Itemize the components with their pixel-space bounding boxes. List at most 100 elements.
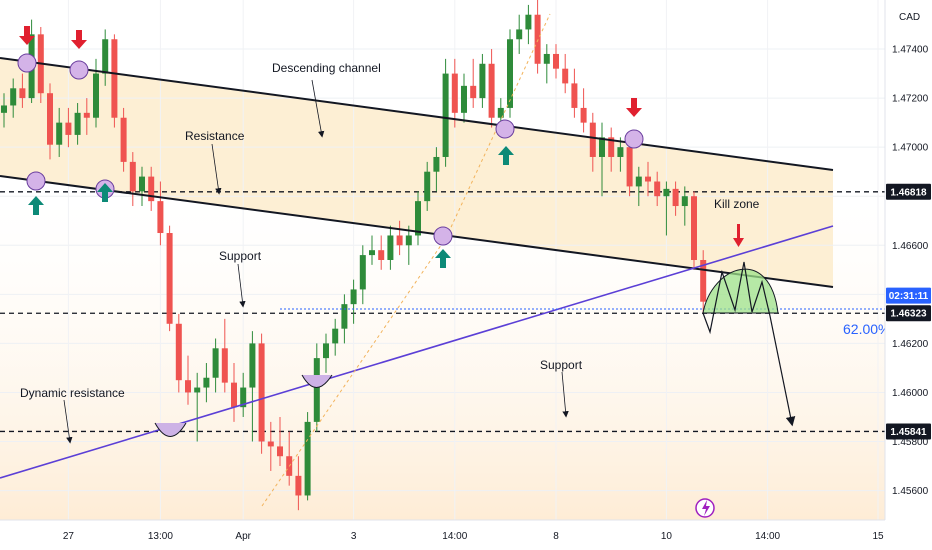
price-label-0: 1.46818 (886, 183, 931, 200)
candle-body-23 (212, 348, 219, 378)
candle-body-1 (10, 88, 17, 106)
candle-6 (56, 107, 63, 157)
candle-body-64 (589, 122, 596, 157)
callout-support-lower (561, 371, 569, 418)
candle-body-28 (258, 343, 265, 442)
candle-4 (37, 26, 44, 104)
price-tick-9: 1.45600 (892, 486, 929, 497)
arrow-up-teal-1 (28, 196, 44, 215)
time-tick-6: 10 (661, 531, 673, 542)
cup-marker-1 (154, 422, 187, 437)
candle-body-39 (359, 255, 366, 290)
lightning-badge[interactable] (695, 498, 715, 518)
candle-20 (185, 355, 191, 405)
candle-30 (277, 416, 283, 467)
time-tick-7: 14:00 (755, 531, 780, 542)
candle-body-72 (663, 188, 670, 197)
candle-body-29 (267, 441, 274, 447)
candle-body-32 (295, 475, 302, 496)
candle-24 (221, 318, 228, 393)
callout-descending-channel (311, 79, 325, 138)
candle-61 (562, 53, 569, 94)
candle-body-40 (369, 250, 375, 256)
candle-23 (212, 338, 219, 393)
candle-14 (129, 152, 136, 207)
candle-13 (120, 107, 127, 172)
candle-body-62 (571, 83, 578, 108)
candle-body-38 (350, 289, 357, 305)
candle-52 (479, 53, 486, 108)
candle-28 (258, 333, 265, 454)
candle-body-11 (102, 39, 109, 74)
candle-body-61 (562, 68, 569, 84)
candle-56 (516, 14, 523, 54)
candle-7 (65, 107, 72, 148)
candle-body-57 (525, 14, 532, 30)
candle-36 (332, 318, 339, 356)
candle-body-70 (645, 176, 651, 182)
candle-45 (415, 191, 421, 246)
candle-body-42 (387, 235, 394, 260)
arrow-up-teal-2 (97, 183, 113, 202)
arrow-up-teal-4 (498, 146, 514, 165)
candle-73 (672, 181, 679, 216)
candle-8 (74, 103, 81, 145)
candle-71 (654, 171, 661, 207)
candle-11 (102, 29, 109, 86)
candle-body-76 (700, 260, 707, 302)
dynamic-resistance-line (0, 225, 834, 479)
candle-body-36 (332, 328, 339, 344)
price-axis[interactable]: CAD 1.474001.472001.470001.468001.466001… (884, 0, 932, 550)
arrow-down-red-3 (626, 98, 642, 117)
candle-12 (111, 34, 118, 128)
price-label-3: 1.45841 (886, 423, 931, 440)
candle-70 (645, 161, 651, 197)
time-tick-0: 27 (63, 531, 75, 542)
candle-32 (295, 456, 302, 511)
candle-body-63 (580, 107, 587, 123)
candle-body-10 (93, 73, 99, 118)
candle-body-26 (240, 387, 247, 408)
candle-58 (534, 0, 541, 74)
candle-body-56 (516, 29, 523, 40)
candle-body-52 (479, 63, 486, 99)
candle-body-21 (194, 387, 201, 393)
candle-60 (553, 44, 559, 79)
candle-2 (19, 73, 26, 108)
candle-body-24 (221, 348, 228, 383)
candle-body-75 (691, 196, 697, 260)
candle-50 (461, 73, 467, 123)
candle-42 (387, 225, 394, 270)
arrow-down-red-2 (71, 30, 87, 49)
candle-49 (451, 58, 458, 128)
lightning-icon (702, 500, 710, 516)
candle-body-53 (488, 63, 495, 118)
time-tick-5: 8 (553, 531, 559, 542)
candle-body-66 (608, 137, 615, 157)
candle-75 (691, 191, 697, 270)
price-label-text-3: 1.45841 (890, 427, 927, 438)
candle-body-46 (424, 171, 431, 202)
candle-41 (378, 235, 385, 270)
candle-62 (571, 68, 578, 118)
candle-body-71 (654, 181, 661, 197)
candle-body-51 (470, 85, 477, 99)
candle-15 (139, 166, 145, 207)
candle-body-69 (635, 176, 642, 187)
candle-body-59 (543, 53, 550, 64)
candle-22 (203, 363, 210, 403)
candle-43 (396, 220, 403, 256)
annotation-resistance: Resistance (185, 129, 245, 143)
touch-circle-7 (624, 129, 644, 149)
candle-21 (194, 372, 201, 442)
candle-35 (323, 333, 329, 373)
candle-26 (240, 372, 247, 417)
touch-circle-5 (433, 226, 453, 246)
candle-body-47 (433, 156, 440, 172)
candle-53 (488, 49, 495, 128)
candle-16 (148, 166, 155, 211)
price-label-text-1: 02:31:11 (889, 291, 929, 302)
candle-72 (663, 181, 670, 236)
